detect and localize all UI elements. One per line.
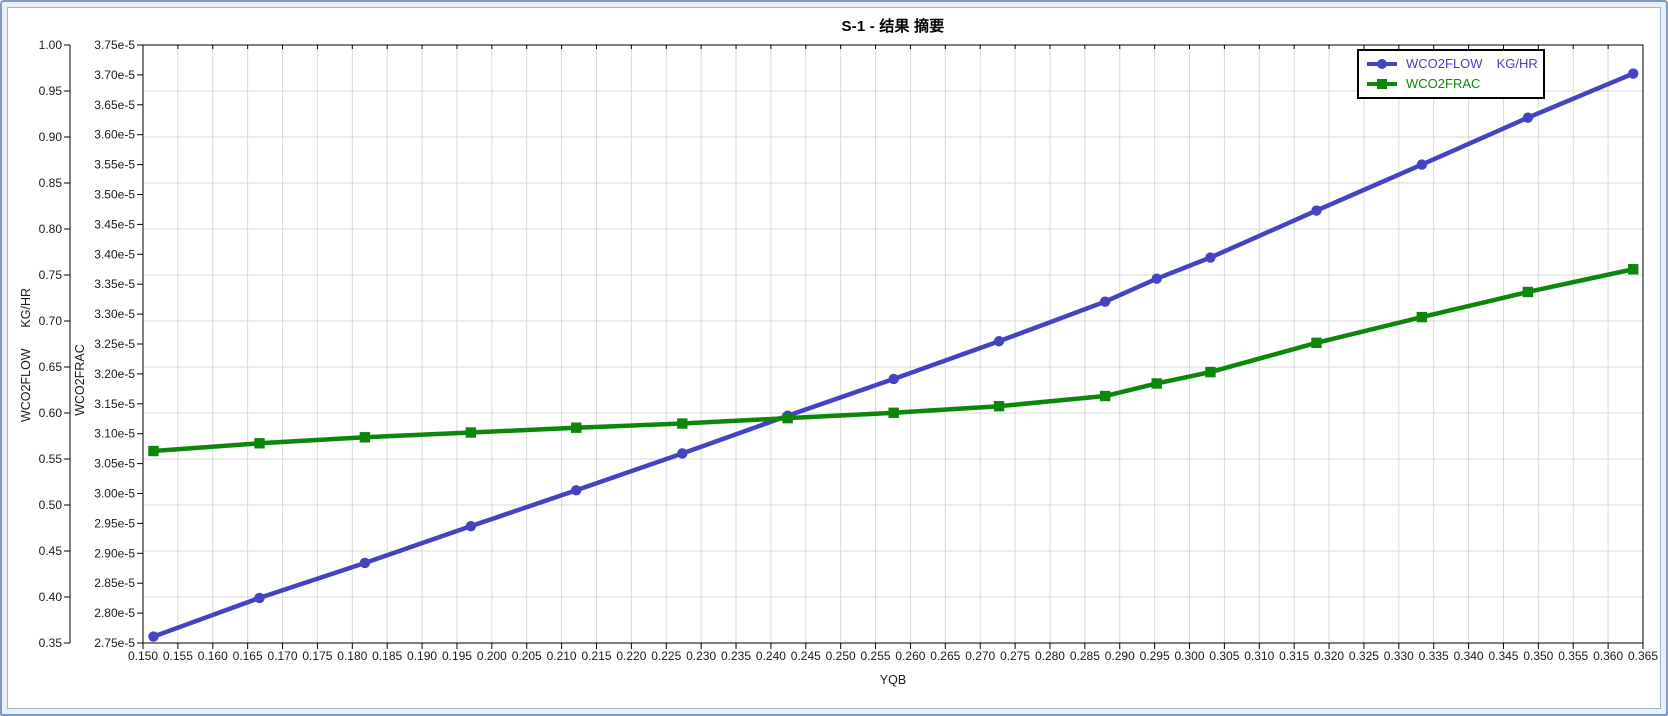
line-circle-marker-icon xyxy=(1367,59,1397,69)
svg-text:0.95: 0.95 xyxy=(39,84,63,98)
svg-text:0.215: 0.215 xyxy=(581,649,611,663)
svg-text:0.260: 0.260 xyxy=(895,649,925,663)
svg-text:0.330: 0.330 xyxy=(1384,649,1414,663)
svg-text:0.65: 0.65 xyxy=(39,360,63,374)
svg-text:0.250: 0.250 xyxy=(826,649,856,663)
legend-label-wco2frac: WCO2FRAC xyxy=(1406,76,1481,91)
y-axis-label-wco2flow: WCO2FLOW KG/HR xyxy=(19,288,33,422)
svg-text:0.175: 0.175 xyxy=(302,649,332,663)
x-axis-label: YQB xyxy=(880,673,906,687)
svg-text:3.65e-5: 3.65e-5 xyxy=(94,98,135,112)
svg-text:3.10e-5: 3.10e-5 xyxy=(94,427,135,441)
svg-text:2.85e-5: 2.85e-5 xyxy=(94,576,135,590)
svg-text:0.45: 0.45 xyxy=(39,544,63,558)
svg-text:0.265: 0.265 xyxy=(930,649,960,663)
svg-text:3.70e-5: 3.70e-5 xyxy=(94,68,135,82)
svg-text:3.20e-5: 3.20e-5 xyxy=(94,367,135,381)
svg-text:0.195: 0.195 xyxy=(442,649,472,663)
svg-text:0.50: 0.50 xyxy=(39,498,63,512)
svg-text:0.165: 0.165 xyxy=(233,649,263,663)
svg-text:3.35e-5: 3.35e-5 xyxy=(94,277,135,291)
svg-text:0.310: 0.310 xyxy=(1244,649,1274,663)
svg-text:0.190: 0.190 xyxy=(407,649,437,663)
svg-text:2.75e-5: 2.75e-5 xyxy=(94,636,135,650)
svg-text:0.185: 0.185 xyxy=(372,649,402,663)
svg-text:0.230: 0.230 xyxy=(686,649,716,663)
svg-text:3.45e-5: 3.45e-5 xyxy=(94,217,135,231)
svg-text:3.15e-5: 3.15e-5 xyxy=(94,397,135,411)
svg-text:0.305: 0.305 xyxy=(1209,649,1239,663)
svg-text:0.55: 0.55 xyxy=(39,452,63,466)
svg-text:0.360: 0.360 xyxy=(1593,649,1623,663)
legend-label-wco2flow: WCO2FLOW xyxy=(1406,56,1483,71)
svg-text:0.220: 0.220 xyxy=(616,649,646,663)
svg-text:0.345: 0.345 xyxy=(1488,649,1518,663)
svg-text:0.205: 0.205 xyxy=(512,649,542,663)
svg-text:0.275: 0.275 xyxy=(1000,649,1030,663)
svg-text:3.05e-5: 3.05e-5 xyxy=(94,457,135,471)
chart-title: S-1 - 结果 摘要 xyxy=(841,18,945,35)
svg-text:0.350: 0.350 xyxy=(1523,649,1553,663)
svg-text:0.235: 0.235 xyxy=(721,649,751,663)
svg-text:0.270: 0.270 xyxy=(965,649,995,663)
svg-text:2.95e-5: 2.95e-5 xyxy=(94,516,135,530)
svg-text:0.90: 0.90 xyxy=(39,130,63,144)
line-square-marker-icon xyxy=(1367,79,1397,89)
svg-text:3.60e-5: 3.60e-5 xyxy=(94,128,135,142)
svg-text:0.285: 0.285 xyxy=(1070,649,1100,663)
svg-text:3.25e-5: 3.25e-5 xyxy=(94,337,135,351)
svg-text:0.295: 0.295 xyxy=(1140,649,1170,663)
svg-text:0.210: 0.210 xyxy=(547,649,577,663)
svg-text:0.300: 0.300 xyxy=(1174,649,1204,663)
svg-text:0.170: 0.170 xyxy=(268,649,298,663)
svg-text:0.335: 0.335 xyxy=(1419,649,1449,663)
svg-text:3.40e-5: 3.40e-5 xyxy=(94,247,135,261)
svg-text:3.30e-5: 3.30e-5 xyxy=(94,307,135,321)
svg-text:3.50e-5: 3.50e-5 xyxy=(94,188,135,202)
y-axis-label-wco2frac: WCO2FRAC xyxy=(73,344,87,416)
legend: WCO2FLOW KG/HR WCO2FRAC xyxy=(1357,49,1545,99)
svg-text:0.280: 0.280 xyxy=(1035,649,1065,663)
svg-text:0.80: 0.80 xyxy=(39,222,63,236)
svg-text:0.325: 0.325 xyxy=(1349,649,1379,663)
legend-units-wco2flow: KG/HR xyxy=(1496,56,1538,71)
svg-text:0.200: 0.200 xyxy=(477,649,507,663)
svg-text:0.240: 0.240 xyxy=(756,649,786,663)
svg-text:0.180: 0.180 xyxy=(337,649,367,663)
svg-text:3.00e-5: 3.00e-5 xyxy=(94,487,135,501)
svg-text:1.00: 1.00 xyxy=(39,38,63,52)
svg-text:2.80e-5: 2.80e-5 xyxy=(94,606,135,620)
svg-text:0.315: 0.315 xyxy=(1279,649,1309,663)
legend-item-wco2frac: WCO2FRAC xyxy=(1365,76,1537,92)
svg-text:0.60: 0.60 xyxy=(39,406,63,420)
svg-text:0.40: 0.40 xyxy=(39,590,63,604)
svg-text:0.340: 0.340 xyxy=(1454,649,1484,663)
svg-text:0.225: 0.225 xyxy=(651,649,681,663)
svg-text:0.255: 0.255 xyxy=(861,649,891,663)
svg-text:0.150: 0.150 xyxy=(128,649,158,663)
svg-text:0.160: 0.160 xyxy=(198,649,228,663)
svg-text:0.70: 0.70 xyxy=(39,314,63,328)
svg-text:3.75e-5: 3.75e-5 xyxy=(94,38,135,52)
svg-text:0.320: 0.320 xyxy=(1314,649,1344,663)
svg-text:0.355: 0.355 xyxy=(1558,649,1588,663)
svg-text:0.35: 0.35 xyxy=(39,636,63,650)
legend-item-wco2flow: WCO2FLOW KG/HR xyxy=(1365,56,1538,72)
svg-text:3.55e-5: 3.55e-5 xyxy=(94,158,135,172)
svg-text:0.85: 0.85 xyxy=(39,176,63,190)
svg-text:0.365: 0.365 xyxy=(1628,649,1658,663)
svg-text:0.290: 0.290 xyxy=(1105,649,1135,663)
svg-text:2.90e-5: 2.90e-5 xyxy=(94,546,135,560)
svg-text:0.155: 0.155 xyxy=(163,649,193,663)
svg-text:0.245: 0.245 xyxy=(791,649,821,663)
svg-text:0.75: 0.75 xyxy=(39,268,63,282)
